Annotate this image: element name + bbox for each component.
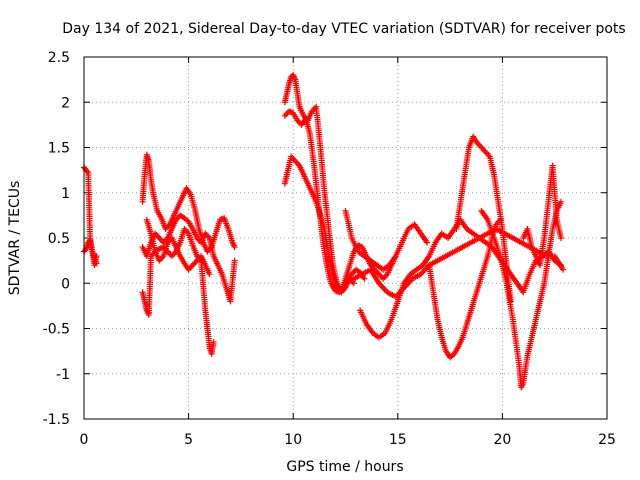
x-tick-labels: 0 5 10 15 20 25 xyxy=(80,432,616,448)
x-tick-label: 15 xyxy=(389,432,407,448)
data-point xyxy=(231,244,238,251)
y-tick-label: -1.5 xyxy=(43,412,70,428)
y-tick-labels: -1.5 -1 -0.5 0 0.5 1 1.5 2 2.5 xyxy=(43,50,70,428)
data-point xyxy=(287,108,294,115)
x-axis-label: GPS time / hours xyxy=(286,459,403,475)
data-point xyxy=(286,108,293,115)
y-tick-label: 1.5 xyxy=(48,141,70,157)
x-tick-label: 10 xyxy=(284,432,302,448)
data-point xyxy=(231,257,238,264)
plot-frame xyxy=(83,56,608,420)
series-track-j xyxy=(342,207,431,273)
data-point xyxy=(156,245,163,252)
x-tick-label: 0 xyxy=(80,432,89,448)
series-track-d xyxy=(139,212,238,305)
y-tick-label: -0.5 xyxy=(43,322,70,338)
chart-title: Day 134 of 2021, Sidereal Day-to-day VTE… xyxy=(62,21,625,37)
series-track-f xyxy=(143,216,213,278)
data-point xyxy=(218,216,225,223)
x-tick-label: 20 xyxy=(493,432,511,448)
data-point xyxy=(210,339,217,346)
x-tick-label: 5 xyxy=(184,432,193,448)
data-point xyxy=(560,266,567,273)
data-point xyxy=(449,352,456,359)
y-axis-label: SDTVAR / TECUs xyxy=(7,181,23,296)
y-tick-label: 0 xyxy=(61,276,70,292)
data-point xyxy=(184,217,191,224)
data-point xyxy=(206,271,213,278)
data-point xyxy=(93,253,100,260)
y-tick-label: -1 xyxy=(56,367,70,383)
y-tick-label: 2 xyxy=(61,95,70,111)
data-point xyxy=(84,168,91,175)
data-point xyxy=(557,235,564,241)
series-track-n xyxy=(453,133,514,305)
y-tick-label: 1 xyxy=(61,186,70,202)
series-track-l xyxy=(342,225,567,300)
series-track-o xyxy=(478,198,564,391)
y-tick-label: 2.5 xyxy=(48,50,70,66)
series-track-p xyxy=(520,162,564,269)
data-point xyxy=(557,198,564,205)
data-point xyxy=(424,239,431,246)
data-point xyxy=(159,244,166,251)
x-tick-label: 25 xyxy=(598,432,616,448)
data-point xyxy=(361,275,368,282)
y-tick-label: 0.5 xyxy=(48,231,70,247)
